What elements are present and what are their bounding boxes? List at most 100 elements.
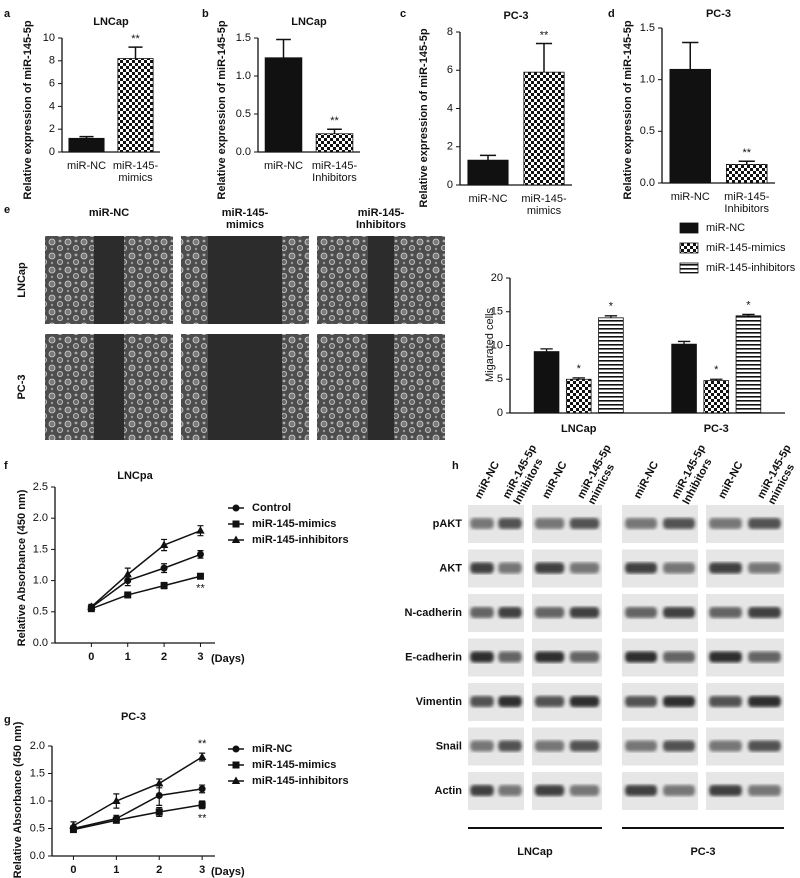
y-tick-label: 0 bbox=[447, 179, 453, 191]
legend-swatch bbox=[679, 262, 699, 274]
y-tick-label: 8 bbox=[49, 55, 55, 67]
band bbox=[470, 562, 494, 574]
error-bar bbox=[327, 128, 342, 134]
chart-title: LNCap bbox=[291, 16, 327, 28]
band bbox=[709, 607, 742, 618]
band bbox=[569, 518, 600, 529]
bar bbox=[598, 317, 624, 414]
y-axis-label: Relative expression of miR-145-5p bbox=[22, 20, 34, 199]
significance: ** bbox=[198, 813, 207, 825]
bar bbox=[533, 351, 560, 414]
line bbox=[73, 756, 203, 827]
y-tick-label: 1.5 bbox=[33, 543, 48, 555]
error-bar bbox=[677, 340, 691, 345]
y-tick-label: 0.0 bbox=[640, 177, 655, 189]
marker bbox=[124, 591, 132, 599]
legend-marker bbox=[232, 745, 240, 753]
x-tick-label: PC-3 bbox=[704, 423, 729, 435]
band bbox=[569, 651, 600, 663]
legend-label: miR-NC bbox=[706, 222, 745, 234]
wound-gap bbox=[94, 334, 124, 440]
significance: ** bbox=[196, 583, 205, 595]
legend-label: Control bbox=[252, 502, 291, 514]
band bbox=[748, 785, 781, 796]
x-tick-label: LNCap bbox=[561, 423, 597, 435]
line bbox=[90, 553, 201, 609]
x-tick-label: 0 bbox=[70, 864, 76, 876]
x-tick-label: miR-NC bbox=[468, 193, 507, 205]
y-tick-label: 10 bbox=[491, 339, 503, 351]
y-tick-label: 1.5 bbox=[236, 32, 251, 44]
legend-marker bbox=[232, 520, 240, 528]
legend-label: miR-145-mimics bbox=[252, 518, 336, 530]
significance: * bbox=[746, 299, 751, 311]
lane-label: miR-NC bbox=[632, 459, 662, 500]
legend-label: miR-NC bbox=[252, 743, 292, 755]
band bbox=[663, 651, 695, 663]
line bbox=[91, 575, 201, 610]
y-tick-label: 1.5 bbox=[30, 767, 45, 779]
band bbox=[498, 651, 522, 663]
band bbox=[748, 651, 781, 663]
x-tick-label: miR-145-mimics bbox=[521, 193, 567, 217]
band bbox=[709, 785, 742, 796]
y-axis-label: Relative Absorbance (450 nm) bbox=[16, 489, 28, 646]
protein-label: pAKT bbox=[433, 518, 463, 530]
marker bbox=[155, 778, 164, 787]
error-bar bbox=[604, 315, 618, 318]
band bbox=[625, 740, 657, 752]
y-tick-label: 20 bbox=[491, 272, 503, 284]
error-bar bbox=[79, 135, 94, 139]
legend-label: miR-145-inhibitors bbox=[252, 775, 349, 787]
y-tick-label: 0.0 bbox=[236, 146, 251, 158]
y-tick-label: 6 bbox=[49, 78, 55, 90]
error-bar bbox=[128, 46, 143, 59]
line bbox=[73, 788, 203, 830]
band bbox=[470, 651, 494, 663]
significance: ** bbox=[198, 738, 207, 750]
x-tick-label: miR-NC bbox=[264, 160, 303, 172]
x-axis-label: (Days) bbox=[211, 653, 245, 665]
y-tick-label: 0.5 bbox=[236, 108, 251, 120]
y-tick-label: 5 bbox=[497, 373, 503, 385]
legend-marker bbox=[231, 535, 241, 543]
band bbox=[748, 607, 781, 618]
y-tick-label: 1.0 bbox=[30, 795, 45, 807]
band bbox=[534, 696, 565, 707]
band bbox=[625, 518, 657, 529]
x-tick-label: 0 bbox=[88, 651, 94, 663]
error-bar bbox=[276, 38, 291, 58]
marker bbox=[69, 821, 78, 829]
marker bbox=[196, 550, 204, 558]
y-tick-label: 1.0 bbox=[236, 70, 251, 82]
band bbox=[748, 518, 781, 529]
band bbox=[498, 696, 522, 707]
lane-label: miR-NC bbox=[540, 459, 570, 500]
significance: ** bbox=[330, 115, 339, 127]
chart-title: LNCap bbox=[93, 16, 129, 28]
lane-label: miR-NC bbox=[473, 459, 503, 500]
y-tick-label: 15 bbox=[491, 306, 503, 318]
panel-letter: h bbox=[452, 460, 459, 472]
legend-label: miR-145-inhibitors bbox=[252, 534, 349, 546]
marker bbox=[198, 785, 206, 793]
bar bbox=[735, 315, 762, 414]
line bbox=[90, 529, 201, 608]
marker bbox=[196, 572, 204, 580]
significance: ** bbox=[742, 147, 751, 159]
y-tick-label: 2.5 bbox=[33, 481, 48, 493]
lane-label: miR-145-5p Inhibitors bbox=[670, 440, 721, 506]
y-tick-label: 1.5 bbox=[640, 22, 655, 34]
marker bbox=[112, 816, 120, 824]
error-bar bbox=[710, 378, 723, 381]
bar bbox=[669, 68, 711, 184]
band bbox=[625, 651, 657, 663]
y-tick-label: 0.5 bbox=[640, 125, 655, 137]
y-tick-label: 0.0 bbox=[33, 637, 48, 649]
y-axis-label: Relative Absorbance (450 nm) bbox=[12, 721, 24, 878]
legend-marker bbox=[232, 761, 240, 769]
x-tick-label: 3 bbox=[197, 651, 203, 663]
lane-label: miR-145-5p mimicss bbox=[575, 440, 626, 506]
band bbox=[663, 740, 695, 752]
